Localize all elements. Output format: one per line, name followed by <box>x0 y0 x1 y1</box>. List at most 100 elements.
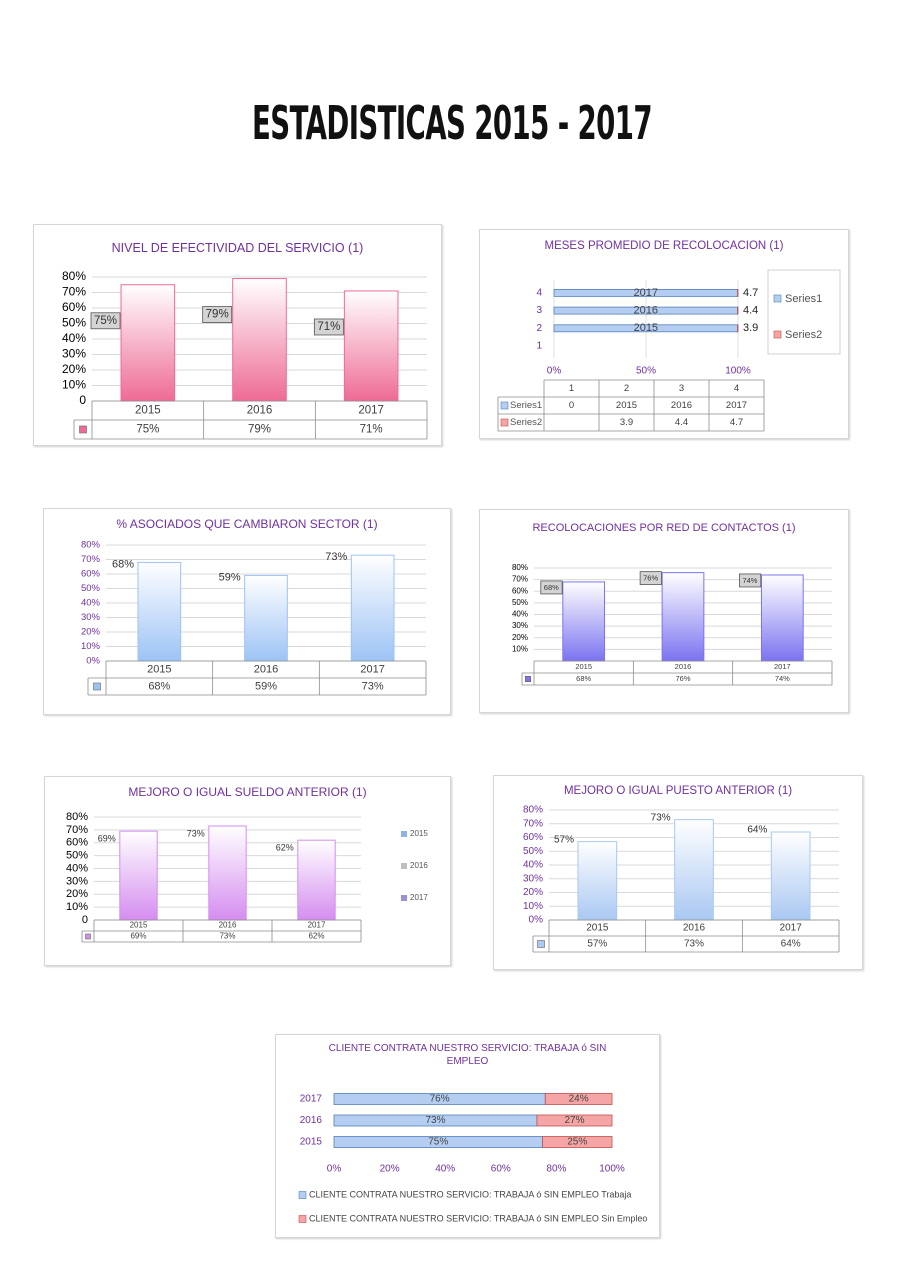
table-value: 4.4 <box>675 417 688 428</box>
x-tick-label: 0% <box>327 1164 342 1175</box>
x-tick-label: 50% <box>636 366 656 377</box>
bar <box>137 561 182 662</box>
legend-label: 2016 <box>410 861 428 870</box>
legend-key <box>537 940 545 948</box>
x-tick-label: 2015 <box>586 923 609 934</box>
x-tick-label: 2015 <box>130 921 148 930</box>
table-value: 74% <box>775 674 790 683</box>
x-tick-label: 2016 <box>247 405 273 417</box>
data-label: 75% <box>94 315 117 327</box>
data-label: 2017 <box>634 287 658 299</box>
table-value: 69% <box>130 932 146 941</box>
legend-box <box>767 269 841 355</box>
chart: 0% 50% 100% 1 2 3 4 2015 2016 2017 3.9 4.4 4.7 Series… <box>497 269 841 432</box>
legend-key <box>524 676 531 683</box>
y-tick-label: 40% <box>512 610 528 619</box>
x-tick-label: 100% <box>725 366 751 377</box>
bar <box>343 290 399 402</box>
table-value: 2016 <box>671 400 692 411</box>
legend-label: Series1 <box>785 293 822 305</box>
bar <box>119 830 158 921</box>
chart-title: % ASOCIADOS QUE CAMBIARON SECTOR (1) <box>116 517 378 531</box>
table-value: 4.7 <box>730 417 743 428</box>
table-value: 2017 <box>726 400 747 411</box>
legend-label: CLIENTE CONTRATA NUESTRO SERVICIO: TRABA… <box>309 1213 647 1223</box>
y-tick-label: 60% <box>512 586 528 595</box>
x-tick-label: 60% <box>491 1164 511 1175</box>
data-label: 57% <box>554 834 574 845</box>
x-tick-label: 2017 <box>308 921 326 930</box>
y-tick-label: 20% <box>81 627 101 638</box>
data-label: 75% <box>428 1137 448 1148</box>
y-tick-label: 20% <box>523 887 543 898</box>
y-tick-label: 50% <box>81 583 101 594</box>
data-label-box <box>639 571 662 586</box>
bar <box>562 581 606 662</box>
y-tick-label: 3 <box>536 305 542 316</box>
y-tick-label: 50% <box>512 598 528 607</box>
chart-title: MEJORO O IGUAL PUESTO ANTERIOR (1) <box>563 785 793 797</box>
y-tick-label: 2015 <box>300 1137 323 1148</box>
data-label: 62% <box>276 843 294 853</box>
bar <box>244 574 288 662</box>
bar <box>350 554 395 662</box>
y-tick-label: 40% <box>81 598 101 609</box>
table-value: 73% <box>684 939 704 950</box>
x-tick-label: 100% <box>599 1164 625 1175</box>
y-tick-label: 80% <box>523 805 543 816</box>
y-tick-label: 70% <box>512 575 528 584</box>
y-tick-label: 10% <box>66 901 88 913</box>
data-label: 71% <box>317 321 340 333</box>
y-tick-label: 10% <box>81 641 101 652</box>
chart-title: NIVEL DE EFECTIVIDAD DEL SERVICIO (1) <box>111 241 364 255</box>
data-label: 76% <box>643 574 658 583</box>
legend-label: 2017 <box>410 893 428 902</box>
x-tick-label: 2017 <box>358 405 384 417</box>
x-tick-label: 2017 <box>360 663 384 675</box>
table-series-name: Series1 <box>510 400 542 411</box>
chart-title: CLIENTE CONTRATA NUESTRO SERVICIO: TRABA… <box>328 1043 607 1067</box>
chart: 0% 20% 40% 60% 80% 100% 2015 2016 2017 75% 73% 76% 2… <box>298 1093 647 1223</box>
chart-panel: 0 10% 20% 30% 40% 50% 60% 70% 80% 69% 2015 69% 73% 20… <box>44 776 451 966</box>
data-label: 76% <box>430 1094 450 1105</box>
legend-key <box>93 682 101 691</box>
x-tick-label: 2015 <box>147 663 171 675</box>
page-title: ESTADISTICAS 2015 - 2017 <box>252 96 653 150</box>
bar <box>120 284 176 402</box>
chart-title: RECOLOCACIONES POR RED DE CONTACTOS (1) <box>532 522 796 534</box>
table-value: 68% <box>148 680 170 692</box>
y-tick-label: 50% <box>523 846 543 857</box>
y-tick-label: 20% <box>62 362 86 376</box>
table-value: 0 <box>569 400 574 411</box>
data-label-box <box>739 573 762 588</box>
data-label: 74% <box>742 576 757 585</box>
data-label: 4.7 <box>743 287 758 299</box>
y-tick-label: 30% <box>523 873 543 884</box>
table-value: 71% <box>360 424 383 436</box>
y-tick-label: 80% <box>66 811 88 823</box>
x-tick-label: 2015 <box>575 662 592 671</box>
data-label: 73% <box>187 828 205 838</box>
legend-swatch <box>298 1215 307 1223</box>
data-label: 24% <box>569 1094 589 1105</box>
table-header: 4 <box>734 383 739 394</box>
data-label: 2015 <box>634 322 658 334</box>
data-label: 27% <box>564 1115 584 1126</box>
y-tick-label: 0 <box>79 393 86 407</box>
data-label: 25% <box>567 1137 587 1148</box>
x-tick-label: 2015 <box>135 405 161 417</box>
data-label: 2016 <box>634 305 658 317</box>
chart-panel: 0% 50% 100% 1 2 3 4 2015 2016 2017 3.9 4.4 4.7 Series… <box>479 229 849 439</box>
table-value: 79% <box>248 424 271 436</box>
legend-key <box>85 933 91 940</box>
table-value: 75% <box>136 424 159 436</box>
table-value: 76% <box>675 674 690 683</box>
data-label: 79% <box>206 309 229 321</box>
x-tick-label: 2016 <box>219 921 237 930</box>
chart-panel: 0% 10% 20% 30% 40% 50% 60% 70% 80% 68% 2015 68% 59% 2… <box>43 508 451 715</box>
data-label: 69% <box>98 834 116 844</box>
y-tick-label: 4 <box>536 288 542 299</box>
chart-panel: 10% 20% 30% 40% 50% 60% 70% 80% 68% 2015 68% 76% 201… <box>479 509 849 713</box>
data-label: 68% <box>112 558 134 570</box>
chart: 010% 20%30% 40%50% 60%70% 80% 75% 2015 75% 79% 20… <box>62 269 428 440</box>
